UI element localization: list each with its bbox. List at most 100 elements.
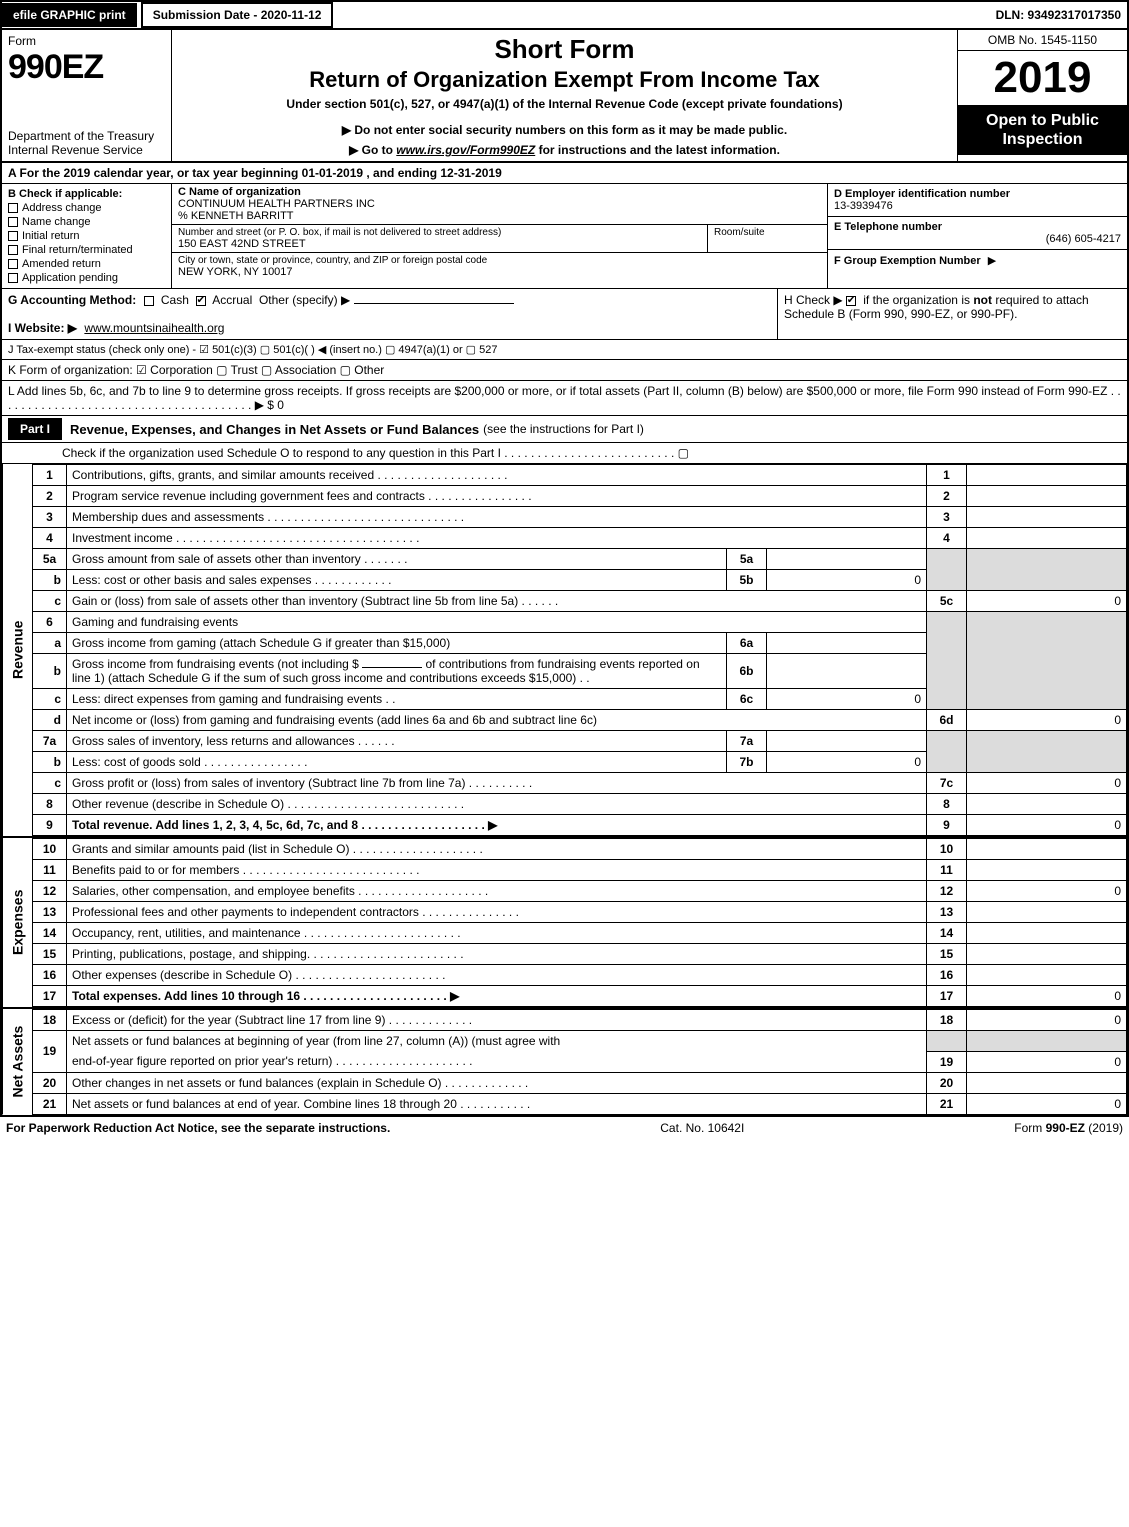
expenses-sidetab: Expenses [2,838,32,1007]
line-3-num: 3 [927,507,967,528]
g-cash: Cash [161,293,189,307]
line-5c-desc: Gain or (loss) from sale of assets other… [67,591,927,612]
line-17-val: 0 [967,986,1127,1007]
open-inspection: Open to Public Inspection [958,105,1127,155]
efile-print-button[interactable]: efile GRAPHIC print [2,3,137,27]
irs-link[interactable]: www.irs.gov/Form990EZ [396,143,535,157]
chk-amended: Amended return [8,258,165,270]
submission-date-button[interactable]: Submission Date - 2020-11-12 [141,2,334,28]
line-11: 11Benefits paid to or for members . . . … [33,860,1127,881]
header-left: Form 990EZ Department of the Treasury In… [2,30,172,161]
city-row: City or town, state or province, country… [172,253,827,280]
footer-right-pre: Form [1014,1121,1045,1135]
line-8-val [967,794,1127,815]
i-label: I Website: ▶ [8,321,77,335]
footer-right-form: 990-EZ [1046,1121,1085,1135]
line-6b-mval [767,654,927,689]
chk-name: Name change [8,216,165,228]
line-5b-mval: 0 [767,570,927,591]
line-16-desc: Other expenses (describe in Schedule O) … [67,965,927,986]
footer-right-post: (2019) [1085,1121,1123,1135]
checkbox-icon[interactable] [8,203,18,213]
chk-pending-lbl: Application pending [22,272,118,284]
shade-cell [967,1031,1127,1052]
line-6a-mini: 6a [727,633,767,654]
f-arrow: ▶ [988,255,996,267]
street-label: Number and street (or P. O. box, if mail… [178,227,701,238]
ssn-warning: ▶ Do not enter social security numbers o… [178,123,951,137]
line-5a-mval [767,549,927,570]
group-exemption-row: F Group Exemption Number ▶ [828,250,1127,288]
line-5a: 5aGross amount from sale of assets other… [33,549,1127,570]
line-11-desc: Benefits paid to or for members . . . . … [67,860,927,881]
h-schedule-b: H Check ▶ if the organization is not req… [777,289,1127,339]
revenue-sidetab: Revenue [2,464,32,836]
care-of: % KENNETH BARRITT [178,210,375,222]
line-12-desc: Salaries, other compensation, and employ… [67,881,927,902]
line-8-desc: Other revenue (describe in Schedule O) .… [67,794,927,815]
line-6b-blank [362,667,422,668]
website-link[interactable]: www.mountsinaihealth.org [84,321,224,335]
line-18-val: 0 [967,1010,1127,1031]
revenue-section: Revenue 1Contributions, gifts, grants, a… [0,464,1129,838]
line-17-num: 17 [927,986,967,1007]
line-13-desc: Professional fees and other payments to … [67,902,927,923]
expenses-table: 10Grants and similar amounts paid (list … [32,838,1127,1007]
part-1-header: Part I Revenue, Expenses, and Changes in… [0,416,1129,443]
line-12-val: 0 [967,881,1127,902]
line-6-desc: Gaming and fundraising events [67,612,927,633]
line-13-num: 13 [927,902,967,923]
checkbox-icon[interactable] [8,217,18,227]
line-19a: 19Net assets or fund balances at beginni… [33,1031,1127,1052]
form-number: 990EZ [8,48,165,87]
line-17-desc: Total expenses. Add lines 10 through 16 … [67,986,927,1007]
line-12-num: 12 [927,881,967,902]
line-14-val [967,923,1127,944]
checkbox-icon[interactable] [8,231,18,241]
checkbox-icon[interactable] [8,273,18,283]
line-3-desc: Membership dues and assessments . . . . … [67,507,927,528]
shade-cell [967,612,1127,710]
chk-initial-lbl: Initial return [22,230,79,242]
net-assets-sidetab: Net Assets [2,1009,32,1115]
line-8-num: 8 [927,794,967,815]
checkbox-icon[interactable] [8,245,18,255]
form-word: Form [8,34,165,48]
line-5c-num: 5c [927,591,967,612]
part-1-check: Check if the organization used Schedule … [0,443,1129,464]
line-21-desc: Net assets or fund balances at end of ye… [67,1093,927,1114]
line-20-desc: Other changes in net assets or fund bala… [67,1072,927,1093]
return-title: Return of Organization Exempt From Incom… [178,67,951,93]
top-bar-left: efile GRAPHIC print Submission Date - 20… [2,2,337,28]
line-10-num: 10 [927,839,967,860]
g-h-row: G Accounting Method: Cash Accrual Other … [0,289,1129,340]
line-5a-desc: Gross amount from sale of assets other t… [67,549,727,570]
checkbox-icon[interactable] [144,296,154,306]
g-other-input[interactable] [354,303,514,304]
ein-value: 13-3939476 [834,200,1121,212]
line-5c-val: 0 [967,591,1127,612]
checkbox-checked-icon[interactable] [196,296,206,306]
checkbox-checked-icon[interactable] [846,296,856,306]
net-assets-section: Net Assets 18Excess or (deficit) for the… [0,1009,1129,1117]
line-15-desc: Printing, publications, postage, and shi… [67,944,927,965]
line-7b-mval: 0 [767,752,927,773]
line-16-val [967,965,1127,986]
goto-pre: ▶ Go to [349,143,396,157]
shade-cell [927,549,967,591]
checkbox-icon[interactable] [8,259,18,269]
line-20-num: 20 [927,1072,967,1093]
line-19-val: 0 [967,1051,1127,1072]
line-2-num: 2 [927,486,967,507]
line-6c-mini: 6c [727,689,767,710]
line-5a-mini: 5a [727,549,767,570]
b-title: B Check if applicable: [8,188,165,200]
line-1: 1Contributions, gifts, grants, and simil… [33,465,1127,486]
city-value: NEW YORK, NY 10017 [178,266,487,278]
section-b: B Check if applicable: Address change Na… [2,184,172,288]
line-6a-mval [767,633,927,654]
e-label: E Telephone number [834,221,1117,233]
footer-left: For Paperwork Reduction Act Notice, see … [6,1121,390,1135]
chk-initial: Initial return [8,230,165,242]
shade-cell [967,731,1127,773]
